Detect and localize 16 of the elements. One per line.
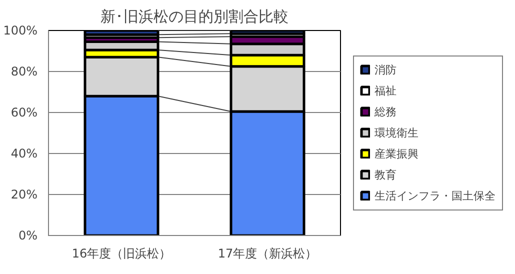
legend-label: 環境衛生 [374,125,418,140]
legend-label: 生活インフラ・国土保全 [374,188,496,203]
legend-label: 消防 [374,62,396,77]
legend-label: 総務 [374,104,396,119]
x-tick-label: 17年度（新浜松） [218,246,318,260]
y-tick-label: 60% [10,106,38,120]
chart-title: 新･旧浜松の目的別割合比較 [100,8,288,26]
y-tick-label: 100% [3,24,38,38]
y-tick-label: 40% [10,146,38,160]
legend-label: 産業振興 [374,146,418,161]
y-tick-label: 0% [18,228,38,242]
y-tick-label: 20% [10,188,38,202]
legend-label: 福祉 [374,83,396,98]
y-tick-label: 80% [10,64,38,78]
x-tick-label: 16年度（旧浜松） [72,246,172,260]
legend-label: 教育 [374,167,396,182]
